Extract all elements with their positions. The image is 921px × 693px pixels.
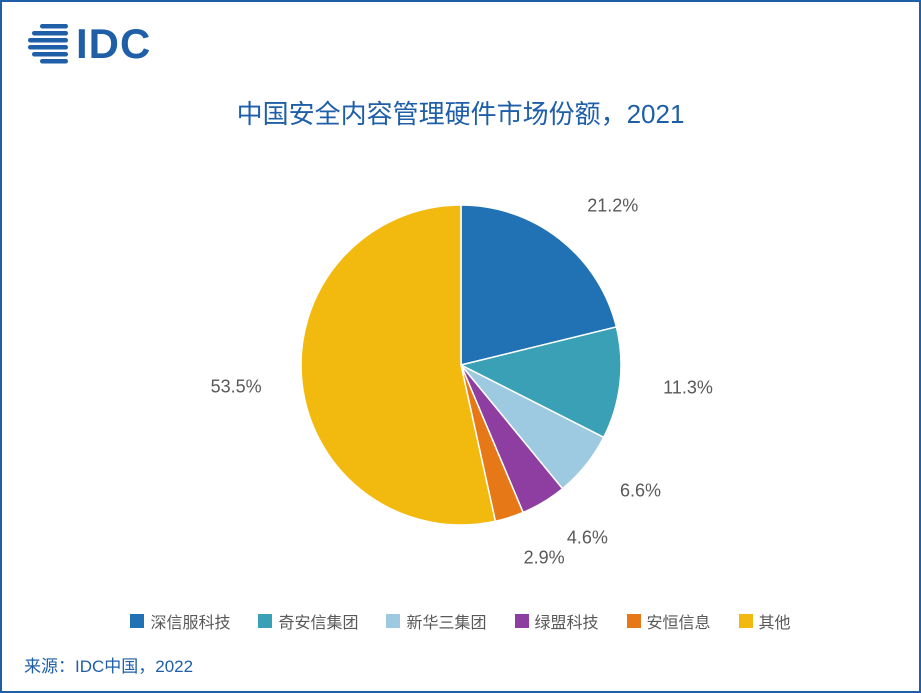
source-text: 来源：IDC中国，2022 bbox=[24, 652, 193, 677]
legend-swatch bbox=[130, 614, 144, 628]
slice-label: 11.3% bbox=[663, 378, 713, 399]
legend-swatch bbox=[515, 614, 529, 628]
chart-frame: IDC 中国安全内容管理硬件市场份额，2021 21.2% 11.3% 6.6% 4.… bbox=[0, 0, 921, 693]
legend-item: 绿盟科技 bbox=[515, 609, 599, 633]
legend-label: 奇安信集团 bbox=[278, 609, 358, 633]
legend-swatch bbox=[627, 614, 641, 628]
legend-swatch bbox=[258, 614, 272, 628]
pie-chart: 21.2%11.3%6.6%4.6%2.9%53.5% bbox=[2, 157, 919, 557]
slice-label: 53.5% bbox=[211, 376, 262, 397]
idc-logo: IDC bbox=[24, 20, 151, 68]
legend-label: 其他 bbox=[759, 609, 791, 633]
legend-item: 安恒信息 bbox=[627, 609, 711, 633]
slice-label: 2.9% bbox=[524, 547, 565, 568]
chart-title: 中国安全内容管理硬件市场份额，2021 bbox=[2, 94, 919, 131]
legend-label: 新华三集团 bbox=[406, 609, 486, 633]
legend-item: 深信服科技 bbox=[130, 609, 230, 633]
legend-label: 绿盟科技 bbox=[535, 609, 599, 633]
logo-text: IDC bbox=[76, 20, 151, 68]
legend-swatch bbox=[386, 614, 400, 628]
globe-icon bbox=[24, 20, 72, 68]
legend-item: 奇安信集团 bbox=[258, 609, 358, 633]
legend-label: 深信服科技 bbox=[150, 609, 230, 633]
legend-swatch bbox=[739, 614, 753, 628]
legend-item: 新华三集团 bbox=[386, 609, 486, 633]
legend-label: 安恒信息 bbox=[647, 609, 711, 633]
slice-label: 6.6% bbox=[620, 481, 661, 502]
legend-item: 其他 bbox=[739, 609, 791, 633]
slice-label: 21.2% bbox=[587, 196, 638, 217]
legend: 深信服科技 奇安信集团 新华三集团 绿盟科技 安恒信息 其他 bbox=[2, 609, 919, 633]
slice-label: 4.6% bbox=[567, 527, 608, 548]
pie-svg bbox=[299, 203, 623, 527]
